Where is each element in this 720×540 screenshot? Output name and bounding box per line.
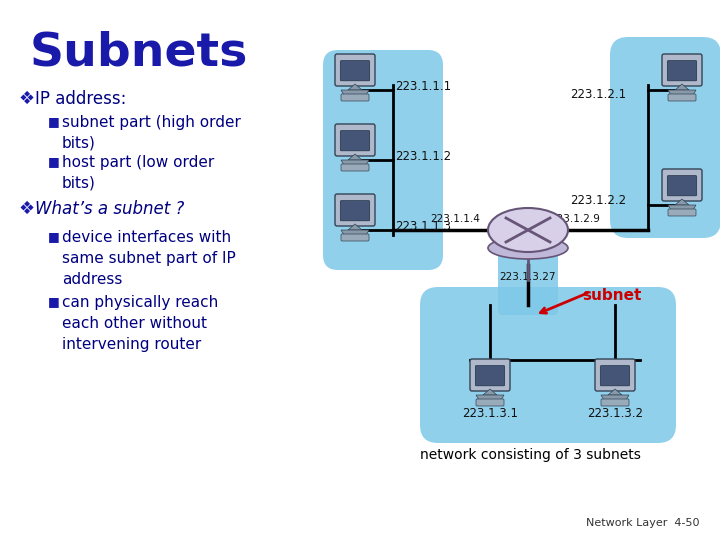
FancyBboxPatch shape xyxy=(476,399,504,406)
Polygon shape xyxy=(348,154,362,160)
Text: subnet part (high order
bits): subnet part (high order bits) xyxy=(62,115,241,151)
Text: ■: ■ xyxy=(48,230,60,243)
Text: 223.1.3.27: 223.1.3.27 xyxy=(500,272,557,282)
Polygon shape xyxy=(476,395,504,400)
Text: 223.1.1.3: 223.1.1.3 xyxy=(395,220,451,233)
Polygon shape xyxy=(341,230,369,235)
FancyBboxPatch shape xyxy=(341,200,369,221)
FancyBboxPatch shape xyxy=(335,124,375,156)
FancyBboxPatch shape xyxy=(323,50,443,270)
Polygon shape xyxy=(348,84,362,90)
FancyBboxPatch shape xyxy=(341,60,369,81)
Text: ❖: ❖ xyxy=(18,90,34,108)
Polygon shape xyxy=(668,90,696,95)
Text: 223.1.2.2: 223.1.2.2 xyxy=(570,193,626,206)
Polygon shape xyxy=(675,84,689,90)
FancyBboxPatch shape xyxy=(420,287,676,443)
Text: can physically reach
each other without
intervening router: can physically reach each other without … xyxy=(62,295,218,352)
Ellipse shape xyxy=(488,237,568,259)
Text: host part (low order
bits): host part (low order bits) xyxy=(62,155,215,191)
FancyBboxPatch shape xyxy=(595,359,635,391)
FancyBboxPatch shape xyxy=(600,366,630,386)
Polygon shape xyxy=(675,199,689,205)
FancyBboxPatch shape xyxy=(341,131,369,151)
Text: 223.1.2.1: 223.1.2.1 xyxy=(570,89,626,102)
Text: 223.1.1.4: 223.1.1.4 xyxy=(430,214,480,224)
Ellipse shape xyxy=(488,208,568,252)
Text: 223.1.3.1: 223.1.3.1 xyxy=(462,407,518,420)
FancyBboxPatch shape xyxy=(475,366,505,386)
Text: ■: ■ xyxy=(48,115,60,128)
Polygon shape xyxy=(483,389,497,395)
FancyBboxPatch shape xyxy=(470,359,510,391)
Text: 223.1.1.2: 223.1.1.2 xyxy=(395,151,451,164)
Text: network consisting of 3 subnets: network consisting of 3 subnets xyxy=(420,448,640,462)
FancyBboxPatch shape xyxy=(668,94,696,101)
Polygon shape xyxy=(348,224,362,230)
FancyBboxPatch shape xyxy=(668,209,696,216)
FancyBboxPatch shape xyxy=(335,194,375,226)
Text: ■: ■ xyxy=(48,155,60,168)
FancyBboxPatch shape xyxy=(335,54,375,86)
Text: 223.1.1.1: 223.1.1.1 xyxy=(395,80,451,93)
FancyBboxPatch shape xyxy=(341,234,369,241)
FancyBboxPatch shape xyxy=(667,176,697,196)
Text: 223.1.2.9: 223.1.2.9 xyxy=(550,214,600,224)
Text: Network Layer  4-50: Network Layer 4-50 xyxy=(587,518,700,528)
Text: What’s a subnet ?: What’s a subnet ? xyxy=(35,200,184,218)
FancyBboxPatch shape xyxy=(341,94,369,101)
Polygon shape xyxy=(608,389,622,395)
FancyBboxPatch shape xyxy=(662,169,702,201)
Text: Subnets: Subnets xyxy=(30,30,248,75)
FancyBboxPatch shape xyxy=(662,54,702,86)
Text: ❖: ❖ xyxy=(18,200,34,218)
Text: ■: ■ xyxy=(48,295,60,308)
FancyBboxPatch shape xyxy=(341,164,369,171)
Polygon shape xyxy=(341,90,369,95)
Text: device interfaces with
same subnet part of IP
address: device interfaces with same subnet part … xyxy=(62,230,235,287)
FancyBboxPatch shape xyxy=(498,215,558,315)
Text: IP address:: IP address: xyxy=(35,90,127,108)
FancyBboxPatch shape xyxy=(667,60,697,81)
Text: 223.1.3.2: 223.1.3.2 xyxy=(587,407,643,420)
Polygon shape xyxy=(601,395,629,400)
Text: subnet: subnet xyxy=(582,287,642,302)
Polygon shape xyxy=(668,205,696,210)
FancyBboxPatch shape xyxy=(601,399,629,406)
FancyBboxPatch shape xyxy=(610,37,720,238)
Polygon shape xyxy=(341,160,369,165)
